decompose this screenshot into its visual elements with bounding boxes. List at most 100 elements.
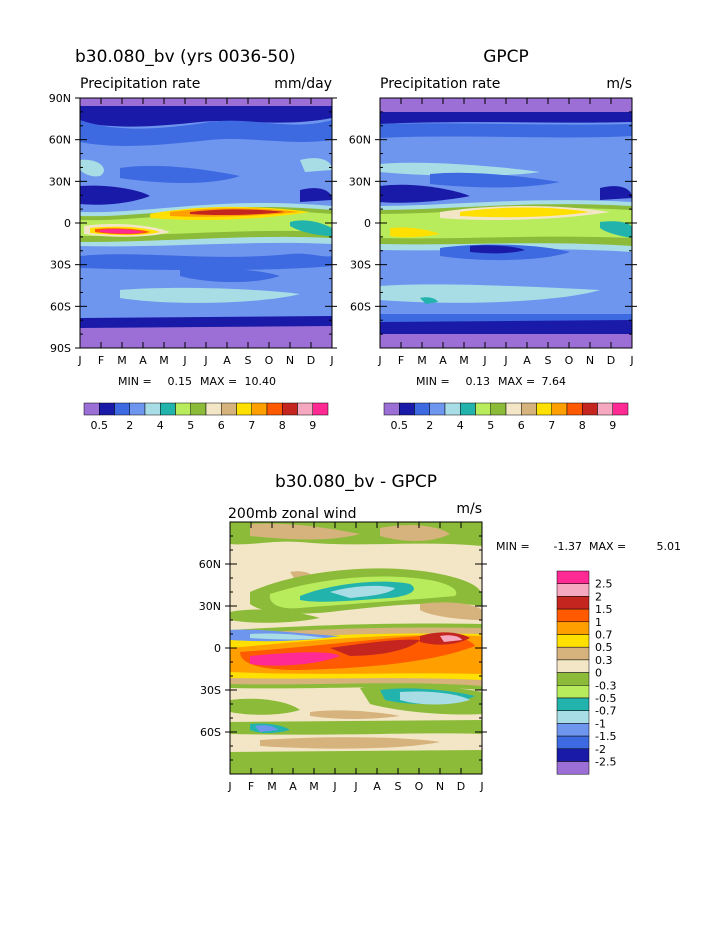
- panel-b-colorbar-swatch: [597, 402, 613, 416]
- panel-b-colorbar-label: 4: [457, 419, 464, 432]
- panel-a-colorbar-label: 4: [157, 419, 164, 432]
- panel-b-colorbar-label: 8: [579, 419, 586, 432]
- panel-c-y-tick-label: 30S: [200, 684, 221, 697]
- panel-a-y-tick-label: 90N: [49, 92, 71, 105]
- panel-c-units: m/s: [456, 501, 482, 517]
- panel-b-x-tick-label: M: [459, 354, 469, 367]
- panel-b-colorbar-swatch: [566, 402, 583, 416]
- panel-b-x-tick-label: J: [377, 354, 381, 367]
- panel-c-x-tick-label: O: [415, 780, 424, 793]
- panel-a-x-tick-label: M: [159, 354, 169, 367]
- panel-a-colorbar-swatch: [251, 402, 268, 416]
- panel-c-field: [230, 522, 482, 774]
- panel-a-colorbar-swatch: [312, 402, 329, 416]
- panel-a-colorbar-label: 9: [309, 419, 316, 432]
- panel-b-subtitle: Precipitation rate: [380, 76, 500, 92]
- panel-a-colorbar-label: 6: [218, 419, 225, 432]
- panel-b-x-tick-label: S: [545, 354, 552, 367]
- panel-b-min-label: MIN =: [416, 375, 450, 388]
- panel-b-x-tick-label: A: [523, 354, 531, 367]
- panel-c-colorbar-label: -1: [595, 717, 606, 730]
- panel-a-colorbar-label: 7: [248, 419, 255, 432]
- panel-b-y-tick-label: 0: [364, 217, 371, 230]
- panel-c-y-tick-label: 30N: [199, 600, 221, 613]
- panel-b-y-tick-label: 60S: [350, 300, 371, 313]
- panel-b-x-tick-label: J: [503, 354, 507, 367]
- panel-a-x-tick-label: F: [98, 354, 104, 367]
- panel-c-colorbar-label: 0: [595, 667, 602, 680]
- panel-a-colorbar-label: 8: [279, 419, 286, 432]
- panel-c-x-tick-label: D: [457, 780, 465, 793]
- panel-a-colorbar-label: 5: [187, 419, 194, 432]
- panel-a-title: b30.080_bv (yrs 0036-50): [75, 47, 296, 67]
- panel-b-colorbar-swatch: [505, 402, 522, 416]
- panel-c-colorbar-swatch: [556, 608, 590, 623]
- panel-c-x-tick-label: M: [267, 780, 277, 793]
- panel-a-field: [80, 98, 332, 348]
- panel-b-x-tick-label: J: [482, 354, 486, 367]
- panel-a-colorbar-swatch: [144, 402, 161, 416]
- panel-b-x-tick-label: N: [586, 354, 594, 367]
- panel-c-colorbar-swatch: [556, 697, 590, 711]
- panel-c-colorbar-swatch: [556, 659, 590, 673]
- panel-a-x-tick-label: J: [329, 354, 333, 367]
- panel-b-colorbar-swatch: [475, 402, 491, 416]
- panel-b-x-tick-label: D: [607, 354, 615, 367]
- panel-b-stats: MIN = 0.13 MAX = 7.64: [416, 375, 566, 388]
- panel-a-colorbar-swatch: [99, 402, 115, 416]
- panel-b-colorbar-swatch: [551, 402, 568, 416]
- panel-c-x-tick-label: J: [227, 780, 231, 793]
- panel-a-min-label: MIN =: [118, 375, 152, 388]
- panel-c-colorbar-label: 0.3: [595, 654, 613, 667]
- panel-c-colorbar-swatch: [556, 672, 590, 686]
- panel-c-y-tick-label: 60S: [200, 726, 221, 739]
- panel-c-colorbar-swatch: [556, 646, 590, 661]
- panel-c-colorbar-label: 2.5: [595, 578, 613, 591]
- panel-c-x-tick-label: F: [248, 780, 254, 793]
- panel-a-stats: MIN = 0.15 MAX = 10.40: [118, 375, 276, 388]
- panel-a-y-tick-label: 30S: [50, 259, 71, 272]
- panel-c-x-tick-label: J: [332, 780, 336, 793]
- panel-c-colorbar-swatch: [556, 710, 590, 724]
- panel-a-colorbar-swatch: [190, 402, 207, 416]
- panel-c-x-tick-label: A: [373, 780, 381, 793]
- panel-a-colorbar-swatch: [266, 402, 283, 416]
- panel-b-x-tick-label: O: [565, 354, 574, 367]
- panel-c-min-value: -1.37: [554, 540, 582, 553]
- panel-b-colorbar-label: 7: [548, 419, 555, 432]
- panel-b-colorbar-swatch: [444, 402, 461, 416]
- panel-a-subtitle: Precipitation rate: [80, 76, 200, 92]
- panel-c-colorbar-label: -0.5: [595, 692, 616, 705]
- panel-b-y-axis: 60N 30N 0 30S 60S: [349, 111, 637, 335]
- panel-b-x-tick-label: M: [417, 354, 427, 367]
- panel-b-y-tick-label: 60N: [349, 134, 371, 147]
- panel-a-colorbar-swatch: [114, 402, 130, 416]
- panel-a-x-tick-label: J: [203, 354, 207, 367]
- panel-a-max-value: 10.40: [245, 375, 277, 388]
- panel-b-title: GPCP: [483, 47, 529, 67]
- panel-a-colorbar-swatch: [236, 402, 252, 416]
- panel-a-y-tick-label: 30N: [49, 175, 71, 188]
- panel-b-field: [380, 98, 632, 348]
- panel-c-colorbar-label: -0.3: [595, 679, 616, 692]
- panel-a-colorbar-swatch: [205, 402, 222, 416]
- panel-b-colorbar-label: 2: [426, 419, 433, 432]
- panel-a-x-tick-label: O: [265, 354, 274, 367]
- panel-b-colorbar-swatch: [460, 402, 476, 416]
- panel-b-max-value: 7.64: [542, 375, 567, 388]
- panel-c-colorbar-swatch: [556, 583, 590, 597]
- panel-a-max-label: MAX =: [200, 375, 237, 388]
- panel-b-colorbar-label: 5: [487, 419, 494, 432]
- panel-c-x-tick-label: A: [289, 780, 297, 793]
- panel-c-colorbar-label: 2: [595, 590, 602, 603]
- panel-a-x-tick-label: S: [245, 354, 252, 367]
- panel-c-colorbar: 2.521.510.70.50.30-0.3-0.5-0.7-1-1.5-2-2…: [556, 570, 616, 775]
- panel-a-x-tick-label: J: [182, 354, 186, 367]
- panel-b-colorbar-label: 0.5: [391, 419, 409, 432]
- panel-a-colorbar-swatch: [129, 402, 146, 416]
- panel-c-y-tick-label: 0: [214, 642, 221, 655]
- panel-c-stats: MIN = -1.37 MAX = 5.01: [496, 540, 681, 553]
